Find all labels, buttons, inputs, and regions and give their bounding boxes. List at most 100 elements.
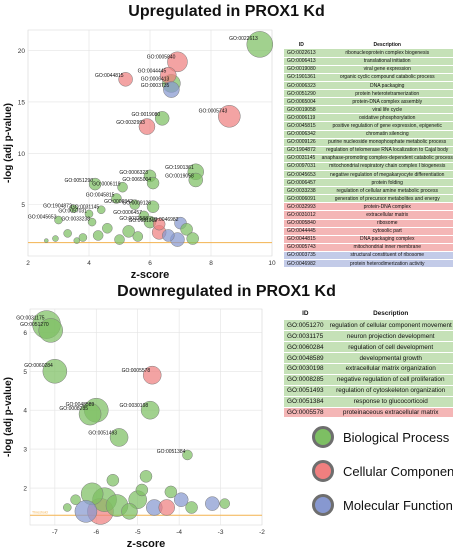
up-point [52, 235, 59, 242]
up-point [87, 217, 97, 227]
up-point [73, 237, 81, 244]
up-go-id: GO:0006119 [284, 113, 319, 123]
up-point-label: GO:0022613 [229, 36, 258, 42]
down-point [185, 501, 198, 514]
up-go-description: viral life cycle [318, 105, 453, 115]
table-row: GO:0031012 extracellular matrix [284, 210, 453, 220]
table-row: GO:0046982 protein heterodimerization act… [284, 259, 453, 269]
up-point [69, 204, 78, 213]
down-ytick-label: 4 [23, 408, 27, 415]
down-point-label: GO:0051493 [88, 430, 117, 436]
down-go-id: GO:0008285 [284, 374, 327, 386]
down-point [142, 365, 162, 385]
down-ytick-label: 2 [23, 486, 27, 493]
down-go-description: negative regulation of cell proliferatio… [326, 374, 453, 386]
up-go-id: GO:0097031 [284, 162, 319, 172]
up-point [118, 72, 133, 87]
up-xtick-label: 2 [26, 260, 30, 267]
down-go-id: GO:0005578 [284, 407, 327, 419]
up-go-description: protein-DNA complex [318, 202, 453, 212]
legend-bp-swatch [312, 426, 334, 448]
down-point-label: GO:0030198 [120, 403, 149, 409]
table-row: GO:0006457 protein folding [284, 178, 453, 188]
down-go-description: developmental growth [326, 352, 453, 364]
table-row: GO:0022613 ribonucleoprotein complex biog… [284, 49, 453, 58]
up-point [186, 232, 199, 245]
up-point-label: GO:0097031 [58, 208, 87, 214]
table-row: GO:0006119 oxidative phosphorylation [284, 113, 453, 123]
table-row: GO:0032993 protein-DNA complex [284, 202, 453, 212]
table-row: GO:0019058 viral life cycle [284, 105, 453, 115]
up-xtick-label: 6 [148, 260, 152, 267]
up-go-description: negative regulation of megakaryocyte dif… [318, 170, 453, 180]
up-go-description: protein heterotetramerization [318, 89, 453, 99]
down-ytick-label: 5 [23, 369, 27, 376]
down-go-table: ID Description GO:0051270 regulation of cel… [284, 308, 453, 419]
up-point [54, 215, 63, 225]
up-go-table: ID Description GO:0022613 ribonucleoprotein… [284, 40, 453, 269]
up-go-id: GO:0046982 [284, 259, 319, 269]
up-header-cell: ID [284, 40, 319, 50]
up-go-id: GO:0006091 [284, 194, 319, 204]
up-go-description: regulation of cellular amine metabolic p… [318, 186, 453, 196]
down-ytick-label: 6 [23, 330, 27, 337]
down-scatter-plot: -7 -6 -5 -4 -3 -223456ThresholdGO:0031175GO:0… [3, 308, 265, 550]
down-point [135, 483, 149, 497]
up-go-description: viral gene expression [318, 65, 453, 74]
down-point-label: GO:0008285 [59, 406, 88, 412]
up-point [132, 231, 144, 242]
up-go-id: GO:0045653 [284, 170, 319, 180]
up-point-label: GO:0051290 [64, 178, 93, 184]
up-go-description: positive regulation of gene expression, … [318, 121, 453, 131]
down-go-description: regulation of cytoskeleton organization [326, 385, 453, 397]
up-go-id: GO:1901361 [284, 73, 319, 82]
up-point [88, 177, 102, 191]
up-point-label: GO:0044815 [95, 73, 124, 79]
table-row: GO:0006323 DNA packaging [284, 81, 453, 91]
down-point [74, 500, 98, 523]
down-point [78, 402, 102, 426]
down-x-axis-label: z-score [127, 538, 166, 550]
up-point [138, 210, 150, 222]
up-scatter-plot: 2 4 6 8 10 5 10 15 20 GO:0022613 GO:0005840 GO:0044… [3, 29, 276, 281]
up-point-label: GO:0045653 [28, 215, 57, 221]
up-go-id: GO:0009126 [284, 138, 319, 147]
up-go-description: ribosome [318, 219, 453, 228]
down-go-id: GO:0030198 [284, 363, 327, 375]
up-go-description: DNA packaging complex [318, 235, 453, 244]
up-point-label: GO:1901361 [165, 165, 194, 171]
up-point-label: GO:0003735 [141, 83, 170, 89]
up-go-id: GO:0003735 [284, 251, 319, 261]
down-threshold-label: Threshold [32, 510, 48, 514]
down-go-description: neuron projection development [326, 330, 453, 343]
up-go-description: protein heterodimerization activity [318, 259, 453, 269]
down-point [38, 318, 63, 343]
up-point-label: GO:0019058 [165, 174, 194, 180]
up-point [188, 172, 203, 188]
down-go-id: GO:0031175 [284, 330, 327, 343]
up-point [78, 233, 88, 242]
up-go-description: oxidative phosphorylation [318, 113, 453, 123]
up-go-id: GO:0065004 [284, 97, 319, 107]
up-xtick-label: 8 [209, 260, 213, 267]
table-row: GO:1901361 organic cyclic compound catabo… [284, 73, 453, 82]
up-x-axis-label: z-score [131, 269, 170, 281]
up-point-label: GO:0006342 [104, 199, 133, 205]
table-row: GO:0031145 anaphase-promoting complex-dep… [284, 154, 453, 163]
up-go-id: GO:0006323 [284, 81, 319, 91]
up-point [218, 105, 241, 128]
up-go-description: protein folding [318, 178, 453, 188]
down-point [139, 470, 153, 483]
up-point-label: GO:0006457 [113, 210, 142, 216]
up-point-label: GO:0006119 [92, 181, 120, 187]
down-y-axis-label: -log (adj p-value) [3, 377, 14, 457]
table-row: GO:0006342 chromatin silencing [284, 130, 453, 139]
table-row: GO:0051270 regulation of cellular compone… [284, 319, 453, 332]
table-row: GO:0019080 viral gene expression [284, 65, 453, 74]
down-header-cell: ID [284, 308, 327, 320]
table-row: GO:0005578 proteinaceous extracellular ma… [284, 407, 453, 419]
down-point [164, 485, 178, 499]
up-go-id: GO:0019058 [284, 105, 319, 115]
down-point [63, 503, 72, 512]
up-ytick-label: 15 [18, 99, 26, 106]
